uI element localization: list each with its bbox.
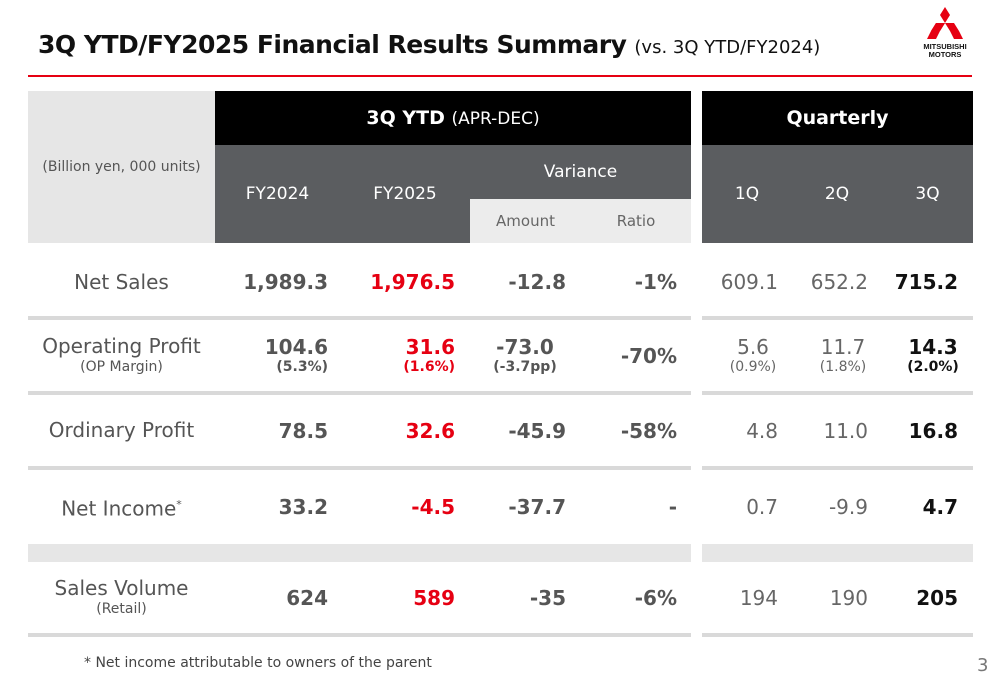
row-label-net-sales: Net Sales — [74, 269, 169, 294]
row-divider — [28, 633, 691, 637]
net-income-q1: 0.7 — [746, 495, 778, 519]
col-3q-header: 3Q — [915, 184, 940, 204]
ordinary-profit-q3: 16.8 — [908, 418, 958, 443]
ytd-header: 3Q YTD (APR-DEC) — [215, 91, 691, 145]
sales-volume-fy2025: 589 — [413, 585, 455, 610]
net-sales-fy2025: 1,976.5 — [370, 270, 455, 294]
ordinary-profit-ratio: -58% — [620, 418, 677, 443]
col-fy2025-header: FY2025 — [340, 145, 470, 243]
sales-volume-fy2024: 624 — [286, 585, 328, 610]
ordinary-profit-fy2025: 32.6 — [405, 418, 455, 443]
net-sales-q1: 609.1 — [720, 270, 778, 294]
section-band — [28, 544, 691, 562]
op-profit-fy2025: 31.6 (1.6%) — [403, 334, 455, 375]
ordinary-profit-q2: 11.0 — [823, 418, 868, 443]
col-2q-header: 2Q — [824, 184, 850, 204]
net-sales-fy2024: 1,989.3 — [243, 270, 328, 294]
section-band — [702, 544, 973, 562]
net-sales-q3: 715.2 — [894, 270, 958, 294]
page-subtitle: (vs. 3Q YTD/FY2024) — [634, 37, 821, 58]
three-diamonds-icon — [927, 7, 963, 39]
ordinary-profit-amount: -45.9 — [508, 418, 566, 443]
net-income-amount: -37.7 — [508, 495, 566, 519]
row-label-sales-volume: Sales Volume (Retail) — [54, 576, 189, 618]
title-underline — [28, 75, 972, 77]
row-divider — [702, 633, 973, 637]
net-income-q3: 4.7 — [922, 495, 958, 519]
sales-volume-q3: 205 — [916, 585, 958, 610]
net-income-q2: -9.9 — [828, 495, 868, 519]
footnote: * Net income attributable to owners of t… — [84, 655, 432, 671]
op-profit-fy2024: 104.6 (5.3%) — [264, 334, 328, 375]
row-divider — [28, 466, 691, 470]
col-variance-header: Variance — [470, 145, 691, 199]
net-income-fy2025: -4.5 — [411, 495, 455, 519]
net-income-ratio: - — [668, 495, 677, 519]
mitsubishi-motors-logo: MITSUBISHI MOTORS — [910, 6, 980, 64]
logo-text: MITSUBISHI MOTORS — [923, 42, 967, 59]
quarterly-subheader — [702, 145, 973, 243]
col-ratio-header: Ratio — [581, 199, 691, 243]
op-profit-ratio: -70% — [620, 343, 677, 368]
row-divider — [702, 316, 973, 320]
op-profit-amount: -73.0 (-3.7pp) — [493, 334, 557, 375]
page-title: 3Q YTD/FY2025 Financial Results Summary(… — [38, 30, 821, 59]
row-divider — [702, 391, 973, 395]
row-label-net-income: Net Income* — [61, 496, 182, 521]
net-income-fy2024: 33.2 — [278, 495, 328, 519]
row-divider — [702, 466, 973, 470]
row-label-ordinary-profit: Ordinary Profit — [48, 418, 195, 442]
op-profit-q3: 14.3 (2.0%) — [907, 334, 959, 375]
net-sales-amount: -12.8 — [508, 270, 566, 294]
col-fy2024-header: FY2024 — [215, 145, 340, 243]
net-sales-ratio: -1% — [634, 270, 677, 294]
ordinary-profit-fy2024: 78.5 — [278, 418, 328, 443]
sales-volume-ratio: -6% — [634, 585, 677, 610]
net-sales-q2: 652.2 — [810, 270, 868, 294]
row-divider — [28, 391, 691, 395]
col-amount-header: Amount — [470, 199, 581, 243]
op-profit-q2: 11.7 (1.8%) — [819, 334, 867, 375]
op-profit-q1: 5.6 (0.9%) — [729, 334, 777, 375]
row-label-operating-profit: Operating Profit (OP Margin) — [42, 334, 201, 376]
sales-volume-q1: 194 — [739, 585, 778, 610]
unit-label: (Billion yen, 000 units) — [28, 91, 215, 243]
col-1q-header: 1Q — [734, 184, 760, 204]
row-divider — [28, 316, 691, 320]
sales-volume-amount: -35 — [529, 585, 566, 610]
quarterly-header: Quarterly — [702, 91, 973, 145]
ordinary-profit-q1: 4.8 — [746, 418, 778, 443]
sales-volume-q2: 190 — [829, 585, 868, 610]
page-number: 3 — [977, 655, 989, 676]
